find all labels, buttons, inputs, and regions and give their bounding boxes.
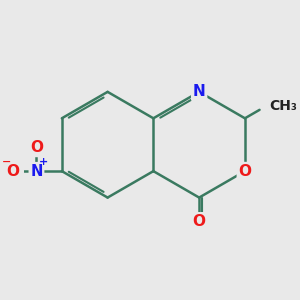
Text: −: − xyxy=(2,157,11,167)
Text: N: N xyxy=(193,84,206,99)
Text: O: O xyxy=(193,214,206,229)
Text: CH₃: CH₃ xyxy=(269,99,297,113)
Text: O: O xyxy=(7,164,20,178)
Text: O: O xyxy=(30,140,43,155)
Text: O: O xyxy=(238,164,251,178)
Text: N: N xyxy=(30,164,43,178)
Text: +: + xyxy=(39,157,48,167)
